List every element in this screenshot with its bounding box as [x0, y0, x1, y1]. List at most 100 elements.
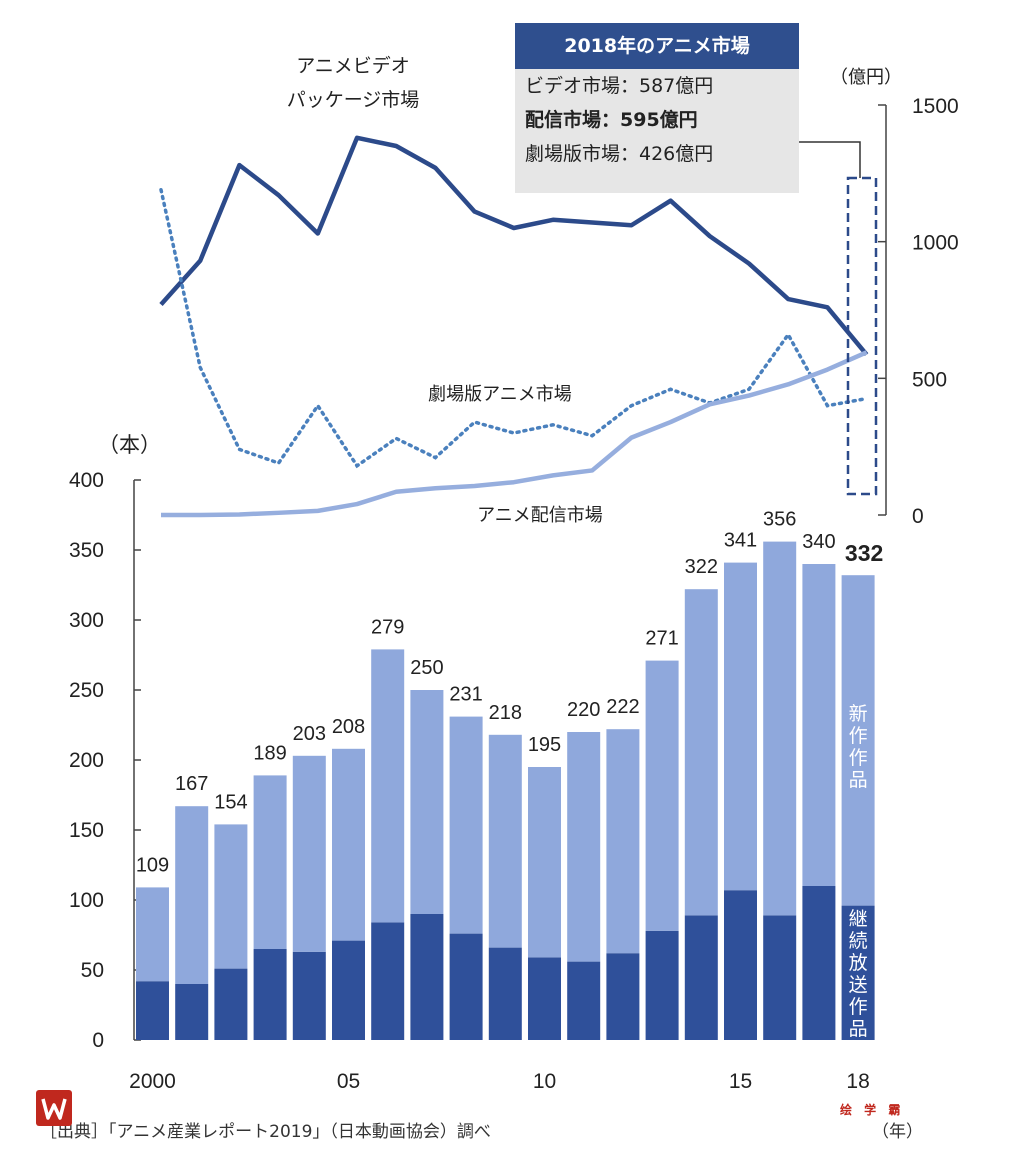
series-label-new: 作 [849, 747, 868, 769]
bar-x-tick-label: 2000 [129, 1070, 176, 1093]
annotation-theater-market: 劇場版市場：426億円 [525, 143, 714, 165]
bar-total-label: 167 [175, 773, 208, 795]
series-label-new: 作 [849, 725, 868, 747]
bar-continuing [253, 949, 287, 1040]
series-label-continuing: 継 [849, 908, 868, 930]
bar-total-label: 271 [645, 628, 678, 650]
bar-new [175, 806, 209, 984]
bar-total-label: 208 [332, 716, 365, 738]
bar-continuing [410, 914, 444, 1040]
annotation-streaming-market: 配信市場：595億円 [525, 109, 698, 131]
line-label-theater: 劇場版アニメ市場 [428, 384, 572, 405]
bar-total-label: 231 [449, 684, 482, 706]
bar-new [488, 734, 522, 948]
bar-y-tick-label: 350 [69, 539, 104, 562]
bar-new [528, 767, 561, 958]
bar-total-label: 189 [253, 742, 286, 764]
bar-y-tick-label: 150 [69, 819, 104, 842]
bar-total-label: 222 [606, 696, 639, 718]
bar-new [292, 755, 326, 952]
bar-continuing [332, 940, 365, 1040]
bar-y-tick-label: 200 [69, 749, 104, 772]
bar-continuing [175, 984, 209, 1040]
bar-continuing [841, 905, 875, 1040]
bar-x-tick-label: 05 [337, 1070, 360, 1093]
bar-new [724, 562, 757, 891]
bar-continuing [763, 915, 797, 1040]
bar-total-label: 203 [293, 723, 326, 745]
line-y-tick-label: 1500 [912, 95, 959, 118]
bar-new [371, 649, 405, 923]
bar-continuing [645, 930, 679, 1040]
bar-new [214, 824, 248, 969]
bar-y-tick-label: 250 [69, 679, 104, 702]
annotation-title: 2018年のアニメ市場 [515, 23, 799, 69]
bar-continuing [488, 947, 522, 1040]
bar-new [606, 729, 640, 954]
bar-x-tick-label: 10 [533, 1070, 556, 1093]
series-label-continuing: 放 [849, 952, 868, 974]
bar-y-tick-label: 300 [69, 609, 104, 632]
annotation-box: 2018年のアニメ市場 ビデオ市場：587億円 配信市場：595億円 劇場版市場… [515, 23, 799, 193]
line-series-light [161, 350, 868, 518]
line-label-streaming: アニメ配信市場 [477, 505, 603, 526]
line-series-solid [159, 135, 869, 356]
line-y-tick-label: 0 [912, 505, 924, 528]
line-y-tick-label: 500 [912, 368, 947, 391]
series-label-new: 新 [849, 703, 868, 725]
bar-total-label: 220 [567, 699, 600, 721]
bar-total-label: 341 [724, 530, 757, 552]
bar-continuing [802, 886, 836, 1040]
annotation-leader-line [799, 141, 861, 178]
series-label-continuing: 続 [849, 930, 868, 952]
bar-total-label: 218 [489, 702, 522, 724]
bar-new [763, 541, 797, 916]
bar-continuing [567, 961, 601, 1040]
bar-new [136, 887, 169, 982]
bar-continuing [136, 981, 169, 1040]
bar-y-tick-label: 50 [81, 959, 104, 982]
bar-new [449, 716, 483, 934]
bar-new [332, 748, 365, 941]
bar-x-tick-label: 18 [846, 1070, 869, 1093]
bar-total-label: 340 [802, 531, 835, 553]
series-label-new: 品 [849, 769, 868, 791]
bar-new [802, 564, 836, 886]
bar-y-tick-label: 100 [69, 889, 104, 912]
bar-new [410, 690, 444, 914]
series-label-continuing: 作 [849, 996, 868, 1018]
bar-new [567, 732, 601, 962]
bar-new [253, 775, 287, 949]
bar-total-label: 250 [410, 657, 443, 679]
bar-total-label: 279 [371, 616, 404, 638]
x-axis-unit: （年） [872, 1122, 923, 1142]
bar-total-label: 154 [214, 791, 247, 813]
bar-y-tick-label: 400 [69, 469, 104, 492]
line-y-tick-label: 1000 [912, 232, 959, 255]
bar-total-label: 332 [845, 540, 883, 566]
bar-new [841, 575, 875, 906]
bar-continuing [684, 915, 718, 1040]
bar-continuing [214, 968, 248, 1040]
line-y-unit: （億円） [830, 67, 902, 88]
highlight-2018-frame [846, 176, 878, 496]
bar-continuing [606, 953, 640, 1040]
line-label-video: パッケージ市場 [287, 89, 420, 111]
publisher-logo [36, 1090, 72, 1126]
series-label-continuing: 品 [849, 1018, 868, 1040]
bar-total-label: 322 [685, 556, 718, 578]
line-label-video: アニメビデオ [296, 55, 410, 77]
bar-x-tick-label: 15 [729, 1070, 752, 1093]
bar-total-label: 356 [763, 509, 796, 531]
watermark: 绘 学 霸 [840, 1103, 905, 1117]
bar-continuing [371, 922, 405, 1040]
bar-y-unit: （本） [98, 433, 161, 457]
series-label-continuing: 送 [849, 974, 868, 996]
source-note: ［出典］「アニメ産業レポート2019」（日本動画協会）調べ [40, 1122, 491, 1142]
bar-new [645, 660, 679, 931]
bar-continuing [724, 890, 757, 1040]
bar-continuing [449, 933, 483, 1040]
bar-y-tick-label: 0 [92, 1029, 104, 1052]
bar-continuing [528, 957, 561, 1040]
